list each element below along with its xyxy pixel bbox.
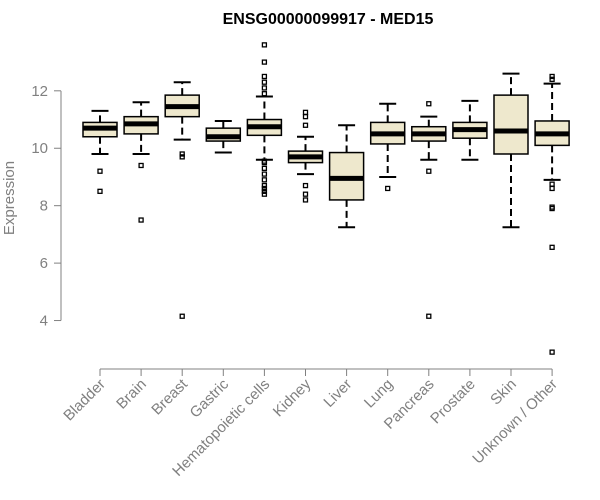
y-axis-label: Expression — [1, 161, 18, 235]
outlier-point — [261, 85, 268, 91]
box-6 — [328, 124, 365, 229]
box-11 — [534, 73, 570, 355]
outlier-point — [261, 182, 268, 189]
x-tick-label: Liver — [320, 376, 355, 411]
outlier-point — [261, 165, 268, 171]
box-10 — [493, 72, 529, 229]
outlier-point — [261, 177, 268, 183]
chart-title: ENSG00000099917 - MED15 — [223, 11, 434, 28]
outlier-point — [426, 168, 432, 174]
outlier-point — [97, 188, 103, 194]
box-iqr — [493, 94, 529, 155]
outlier-point — [261, 171, 268, 177]
outlier-point — [302, 182, 309, 189]
box-9 — [452, 99, 488, 161]
outlier-point — [138, 217, 144, 223]
outlier-point — [302, 191, 309, 197]
y-tick-label: 8 — [40, 198, 48, 215]
outlier-point — [549, 244, 555, 250]
outlier-point — [261, 91, 268, 97]
box-8 — [411, 101, 447, 319]
outlier-point — [302, 114, 309, 120]
boxes-group — [82, 42, 570, 355]
box-5 — [287, 109, 324, 203]
box-4 — [246, 42, 283, 197]
outlier-point — [261, 79, 268, 85]
outlier-point — [549, 76, 555, 82]
outlier-point — [261, 191, 268, 197]
outlier-point — [179, 154, 185, 160]
outlier-point — [549, 205, 555, 212]
x-tick-label: Prostate — [427, 376, 479, 428]
outlier-point — [179, 151, 185, 157]
outlier-point — [261, 42, 268, 48]
outlier-point — [549, 185, 555, 192]
x-tick-label: Lung — [361, 376, 397, 412]
y-tick-label: 6 — [40, 255, 48, 272]
outlier-point — [549, 349, 555, 355]
outlier-point — [302, 122, 309, 128]
outlier-point — [261, 185, 268, 192]
box-7 — [369, 102, 406, 192]
outlier-point — [426, 313, 432, 319]
outlier-point — [97, 168, 103, 174]
y-tick-label: 4 — [40, 313, 48, 330]
outlier-point — [261, 73, 268, 80]
outlier-point — [302, 109, 309, 116]
outlier-point — [385, 185, 391, 192]
y-tick-label: 10 — [31, 140, 48, 157]
outlier-point — [138, 162, 144, 169]
outlier-point — [426, 101, 432, 107]
outlier-point — [261, 188, 268, 194]
x-tick-label: Kidney — [270, 375, 315, 420]
outlier-point — [261, 159, 268, 166]
box-3 — [205, 119, 242, 154]
y-axis: 4 6 8 10 12 — [31, 83, 62, 330]
outlier-point — [549, 181, 555, 187]
outlier-point — [549, 73, 555, 80]
box-0 — [82, 109, 118, 194]
box-1 — [123, 101, 159, 223]
outlier-point — [302, 197, 309, 203]
outlier-point — [179, 313, 185, 319]
y-tick-label: 12 — [31, 83, 48, 100]
x-tick-label: Skin — [487, 376, 520, 409]
box-2 — [164, 81, 200, 319]
x-tick-label: Brain — [113, 376, 150, 413]
outlier-point — [261, 59, 268, 65]
x-tick-label: Breast — [148, 375, 191, 418]
x-tick-label: Bladder — [60, 376, 109, 425]
